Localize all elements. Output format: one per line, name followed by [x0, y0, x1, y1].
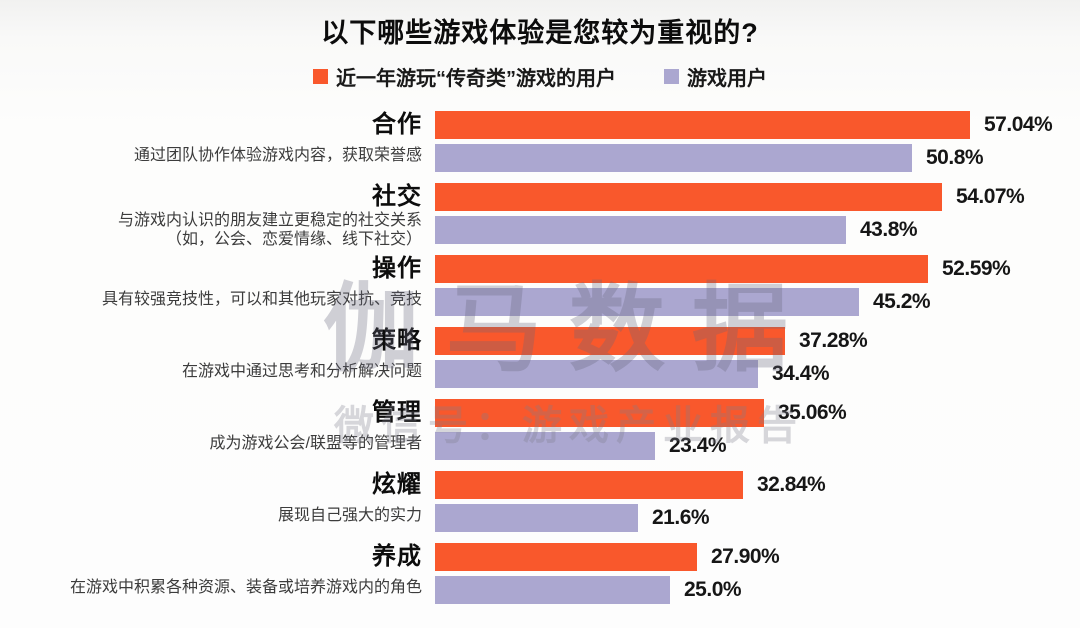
- value-label-series-1: 57.04%: [984, 113, 1053, 136]
- category-label: 炫耀: [372, 471, 422, 498]
- bar-group-7: 养成在游戏中积累各种资源、装备或培养游戏内的角色 27.90% 25.0%: [0, 543, 1080, 604]
- category-description-line: 具有较强竞技性，可以和其他玩家对抗、竞技: [101, 291, 422, 308]
- value-label-series-1: 27.90%: [711, 545, 780, 568]
- category-labels: 炫耀展现自己强大的实力: [0, 471, 422, 532]
- legend-label-series-1: 近一年游玩“传奇类”游戏的用户: [336, 67, 616, 90]
- bar-series-1: [435, 327, 785, 355]
- bar-series-1: [435, 255, 928, 283]
- bar-row-series-1: 32.84%: [435, 471, 1080, 499]
- bar-group-6: 炫耀展现自己强大的实力 32.84% 21.6%: [0, 471, 1080, 532]
- category-labels: 管理成为游戏公会/联盟等的管理者: [0, 399, 422, 460]
- bar-series-2: [435, 432, 655, 460]
- category-description: 通过团队协作体验游戏内容，获取荣誉感: [134, 139, 422, 172]
- bar-series-1: [435, 543, 697, 571]
- value-label-series-1: 35.06%: [778, 401, 847, 424]
- value-label-series-2: 34.4%: [772, 362, 830, 385]
- category-description-line: 与游戏内认识的朋友建立更稳定的社交关系: [117, 212, 422, 229]
- legend: 近一年游玩“传奇类”游戏的用户 游戏用户: [0, 62, 1080, 91]
- value-label-series-2: 43.8%: [860, 218, 918, 241]
- bars-cell: 32.84% 21.6%: [435, 471, 1080, 532]
- bar-group-5: 管理成为游戏公会/联盟等的管理者 35.06% 23.4%: [0, 399, 1080, 460]
- category-label: 合作: [372, 111, 422, 138]
- category-description-line: 通过团队协作体验游戏内容，获取荣誉感: [133, 147, 422, 164]
- category-description: 展现自己强大的实力: [278, 499, 422, 532]
- category-description: 成为游戏公会/联盟等的管理者: [210, 427, 422, 460]
- bars-cell: 52.59% 45.2%: [435, 255, 1080, 316]
- value-label-series-1: 37.28%: [799, 329, 868, 352]
- bar-row-series-1: 52.59%: [435, 255, 1080, 283]
- value-label-series-2: 21.6%: [652, 506, 710, 529]
- bars-cell: 54.07% 43.8%: [435, 183, 1080, 244]
- value-label-series-2: 25.0%: [684, 578, 742, 601]
- category-labels: 社交与游戏内认识的朋友建立更稳定的社交关系 （如，公会、恋爱情缘、线下社交）: [0, 183, 422, 248]
- bar-row-series-2: 45.2%: [435, 288, 1080, 316]
- bar-groups-container: 合作 通过团队协作体验游戏内容，获取荣誉感 57.04% 50.8% 社交 与游戏内认识的…: [0, 111, 1080, 604]
- bar-row-series-2: 34.4%: [435, 360, 1080, 388]
- bar-row-series-1: 54.07%: [435, 183, 1080, 211]
- bar-row-series-2: 23.4%: [435, 432, 1080, 460]
- value-label-series-1: 54.07%: [956, 185, 1025, 208]
- bar-series-2: [435, 144, 912, 172]
- category-label: 策略: [372, 327, 422, 354]
- category-description: 具有较强竞技性，可以和其他玩家对抗、竞技: [102, 283, 422, 316]
- legend-label-series-2: 游戏用户: [687, 67, 767, 90]
- bar-row-series-2: 21.6%: [435, 504, 1080, 532]
- category-description-line: （如，公会、恋爱情缘、线下社交）: [165, 231, 422, 248]
- category-labels: 养成在游戏中积累各种资源、装备或培养游戏内的角色: [0, 543, 422, 604]
- bar-series-2: [435, 576, 670, 604]
- value-label-series-2: 50.8%: [926, 146, 984, 169]
- category-description-line: 成为游戏公会/联盟等的管理者: [209, 435, 422, 452]
- category-labels: 合作通过团队协作体验游戏内容，获取荣誉感: [0, 111, 422, 172]
- category-description: 与游戏内认识的朋友建立更稳定的社交关系 （如，公会、恋爱情缘、线下社交）: [118, 211, 422, 249]
- legend-swatch-series-2: [664, 68, 679, 84]
- bar-series-2: [435, 216, 846, 244]
- bars-cell: 27.90% 25.0%: [435, 543, 1080, 604]
- value-label-series-2: 23.4%: [669, 434, 727, 457]
- bar-series-1: [435, 183, 942, 211]
- value-label-series-1: 32.84%: [757, 473, 826, 496]
- legend-item-legend-series-1: 近一年游玩“传奇类”游戏的用户: [313, 62, 616, 91]
- bar-row-series-2: 43.8%: [435, 216, 1080, 244]
- bar-row-series-2: 25.0%: [435, 576, 1080, 604]
- bar-series-2: [435, 288, 859, 316]
- bar-group-3: 操作具有较强竞技性，可以和其他玩家对抗、竞技 52.59% 45.2%: [0, 255, 1080, 316]
- bar-series-2: [435, 504, 638, 532]
- value-label-series-2: 45.2%: [873, 290, 931, 313]
- category-description: 在游戏中通过思考和分析解决问题: [182, 355, 422, 388]
- category-labels: 操作具有较强竞技性，可以和其他玩家对抗、竞技: [0, 255, 422, 316]
- bar-group-4: 策略在游戏中通过思考和分析解决问题 37.28% 34.4%: [0, 327, 1080, 388]
- value-label-series-1: 52.59%: [942, 257, 1011, 280]
- bar-row-series-1: 37.28%: [435, 327, 1080, 355]
- chart-title: 以下哪些游戏体验是您较为重视的?: [321, 18, 759, 48]
- bar-group-2: 社交与游戏内认识的朋友建立更稳定的社交关系 （如，公会、恋爱情缘、线下社交） 54.…: [0, 183, 1080, 248]
- bar-series-1: [435, 399, 764, 427]
- bar-row-series-2: 50.8%: [435, 144, 1080, 172]
- bars-cell: 35.06% 23.4%: [435, 399, 1080, 460]
- legend-swatch-series-1: [313, 68, 328, 84]
- bar-series-2: [435, 360, 758, 388]
- category-labels: 策略在游戏中通过思考和分析解决问题: [0, 327, 422, 388]
- bars-cell: 57.04% 50.8%: [435, 111, 1080, 172]
- bar-series-1: [435, 471, 743, 499]
- category-description-line: 在游戏中通过思考和分析解决问题: [181, 363, 422, 380]
- bar-row-series-1: 57.04%: [435, 111, 1080, 139]
- bar-row-series-1: 35.06%: [435, 399, 1080, 427]
- bar-group-1: 合作 通过团队协作体验游戏内容，获取荣誉感 57.04% 50.8%: [0, 111, 1080, 172]
- category-label: 养成: [372, 543, 422, 570]
- category-label: 管理: [372, 399, 422, 426]
- category-label: 操作: [372, 255, 422, 282]
- legend-item-legend-series-2: 游戏用户: [664, 62, 767, 91]
- category-label: 社交: [372, 183, 422, 210]
- bars-cell: 37.28% 34.4%: [435, 327, 1080, 388]
- category-description-line: 在游戏中积累各种资源、装备或培养游戏内的角色: [69, 579, 422, 596]
- category-description: 在游戏中积累各种资源、装备或培养游戏内的角色: [70, 571, 422, 604]
- bar-row-series-1: 27.90%: [435, 543, 1080, 571]
- category-description-line: 展现自己强大的实力: [277, 507, 422, 524]
- bar-series-1: [435, 111, 970, 139]
